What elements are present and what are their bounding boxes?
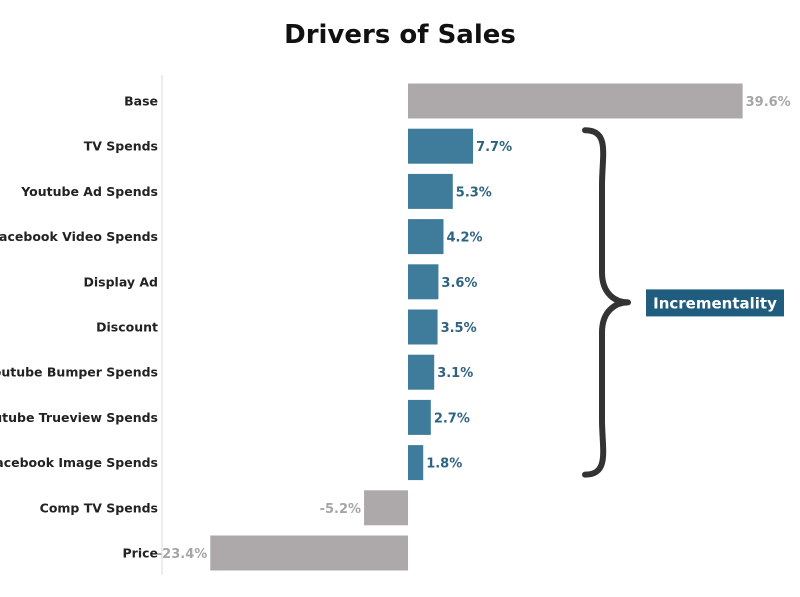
bars-group: Base 39.6% TV Spends 7.7% Youtube Ad Spends 5…	[0, 83, 791, 571]
value-label-facebook-video-spends: 4.2%	[446, 231, 482, 246]
bar-discount	[408, 309, 438, 345]
value-label-display-ad: 3.6%	[441, 276, 477, 291]
value-label-discount: 3.5%	[441, 321, 477, 336]
category-label-youtube-bumper-spends: Youtube Bumper Spends	[0, 365, 158, 380]
annotation-group: Incrementality	[582, 127, 784, 478]
incrementality-callout-box	[646, 289, 784, 317]
bar-youtube-ad-spends	[408, 173, 453, 209]
chart-title: Drivers of Sales	[284, 20, 516, 50]
category-label-comp-tv-spends: Comp TV Spends	[40, 500, 158, 515]
bar-comp-tv-spends	[364, 490, 408, 526]
bar-facebook-image-spends	[408, 445, 424, 481]
category-label-tv-spends: TV Spends	[84, 139, 158, 154]
category-label-youtube-ad-spends: Youtube Ad Spends	[20, 184, 158, 199]
bar-tv-spends	[408, 128, 474, 164]
value-label-price: -23.4%	[157, 547, 208, 562]
value-label-facebook-image-spends: 1.8%	[426, 457, 462, 472]
value-label-tv-spends: 7.7%	[476, 140, 512, 155]
category-label-price: Price	[123, 546, 159, 561]
category-label-discount: Discount	[96, 320, 158, 335]
bar-facebook-video-spends	[408, 219, 444, 255]
category-label-facebook-image-spends: Facebook Image Spends	[0, 455, 158, 470]
incrementality-brace	[582, 127, 631, 478]
category-label-youtube-trueview-spends: Youtube Trueview Spends	[0, 410, 158, 425]
value-label-youtube-trueview-spends: 2.7%	[434, 411, 470, 426]
category-label-facebook-video-spends: Facebook Video Spends	[0, 229, 158, 244]
bar-youtube-bumper-spends	[408, 354, 435, 390]
bar-youtube-trueview-spends	[408, 399, 431, 435]
bar-display-ad	[408, 264, 439, 300]
incrementality-callout-label: Incrementality	[653, 294, 777, 312]
bar-base	[408, 83, 743, 119]
value-label-youtube-ad-spends: 5.3%	[456, 185, 492, 200]
bar-price	[210, 535, 408, 571]
category-label-base: Base	[124, 94, 158, 109]
value-label-youtube-bumper-spends: 3.1%	[437, 366, 473, 381]
category-label-display-ad: Display Ad	[83, 274, 158, 289]
value-label-comp-tv-spends: -5.2%	[320, 502, 361, 517]
value-label-base: 39.6%	[746, 95, 791, 110]
